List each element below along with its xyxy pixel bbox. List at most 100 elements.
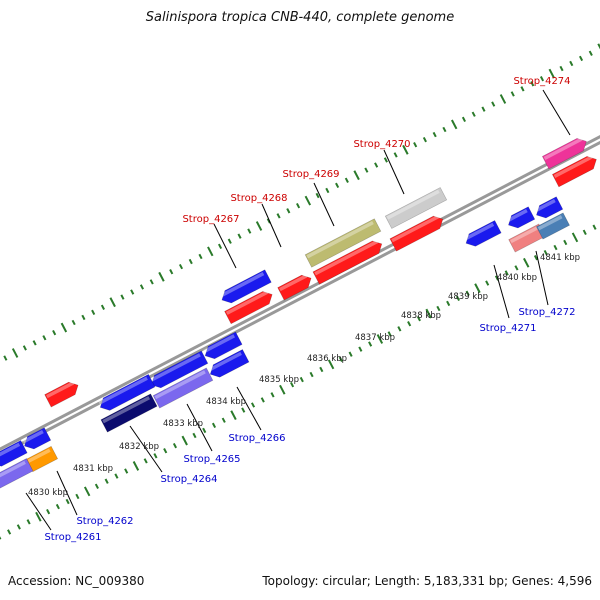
cds-reverse — [0, 440, 28, 467]
track-tick — [481, 106, 486, 112]
track-tick — [169, 269, 174, 275]
track-tick — [211, 422, 217, 429]
scale-label: 4830 kbp — [28, 488, 68, 498]
track-tick — [491, 101, 496, 107]
track-tick — [207, 246, 214, 257]
track-tick — [533, 255, 539, 261]
track-tick — [319, 366, 324, 373]
track-tick — [130, 289, 135, 295]
cds-forward-group — [224, 290, 273, 325]
track-tick — [221, 417, 226, 423]
track-tick — [422, 136, 427, 143]
label-callout — [313, 182, 335, 227]
feature-strop4270-group — [384, 187, 448, 229]
track-tick — [304, 195, 312, 206]
track-tick — [582, 229, 587, 235]
track-tick — [344, 177, 349, 183]
track-tick — [309, 371, 314, 378]
feature-strop4265 — [152, 367, 214, 409]
track-tick — [425, 308, 432, 319]
track-tick — [83, 486, 91, 497]
track-tick — [474, 283, 481, 294]
track-tick — [71, 319, 76, 326]
cds-reverse — [209, 349, 250, 378]
scale-label: 4839 kbp — [448, 292, 488, 302]
feature-strop4269-shine — [306, 221, 374, 259]
track-tick — [335, 182, 340, 189]
map-title: Salinispora tropica CNB-440, complete ge… — [145, 10, 455, 25]
cds-forward — [224, 291, 273, 325]
track-tick — [348, 351, 353, 357]
track-tick — [124, 468, 129, 474]
track-tick — [158, 271, 165, 282]
feature-strop4265-group — [152, 367, 214, 409]
track-tick — [296, 203, 301, 209]
feature-strop4264-shine — [102, 396, 151, 424]
feature-strop4274-group — [541, 137, 587, 170]
track-tick — [188, 258, 193, 265]
track-tick — [559, 65, 564, 72]
track-tick — [276, 213, 281, 219]
gene-label-strop_4267: Strop_4267 — [182, 214, 239, 225]
cds-reverse-shine — [506, 209, 528, 223]
track-tick — [132, 461, 140, 471]
cds-forward — [44, 381, 79, 408]
cds-reverse-shine — [22, 430, 44, 444]
track-tick — [578, 55, 584, 62]
track-tick — [237, 233, 242, 239]
cds-forward-group — [312, 239, 383, 285]
gene-label-strop_4264: Strop_4264 — [160, 474, 217, 485]
track-tick — [217, 243, 223, 249]
track-tick — [22, 345, 27, 351]
cds-reverse-group — [208, 349, 250, 378]
cds-reverse-group — [98, 373, 156, 411]
track-tick — [16, 524, 21, 530]
cds-reverse — [536, 196, 564, 219]
track-tick — [442, 126, 447, 133]
track-tick — [266, 218, 271, 224]
track-tick — [597, 43, 600, 50]
feature-strop4272-shine — [510, 226, 539, 244]
track-tick — [81, 314, 86, 321]
track-tick — [315, 192, 320, 199]
cds-reverse-shine — [203, 334, 236, 354]
gene-label-strop_4274: Strop_4274 — [513, 76, 570, 87]
cds-reverse-group — [506, 206, 536, 229]
backbone-line — [0, 140, 600, 457]
gene-label-strop_4266: Strop_4266 — [228, 433, 285, 444]
track-tick — [455, 295, 460, 302]
track-tick — [198, 253, 203, 260]
track-tick — [530, 81, 535, 87]
track-tick — [192, 432, 197, 439]
cds-forward — [389, 215, 444, 252]
track-tick — [290, 382, 295, 388]
track-tick — [393, 152, 398, 158]
track-tick — [325, 187, 330, 194]
cds-forward — [277, 274, 312, 301]
track-tick — [143, 458, 148, 464]
cds-forward — [551, 156, 597, 188]
cds-forward-shine — [391, 215, 440, 243]
scale-label: 4841 kbp — [540, 253, 580, 263]
track-tick — [52, 329, 57, 336]
cds-reverse — [24, 427, 52, 450]
cds-reverse-group — [464, 220, 502, 247]
scale-label: 4836 kbp — [307, 354, 347, 364]
track-tick — [260, 397, 265, 403]
cds-reverse-shine — [98, 376, 148, 405]
track-tick — [539, 76, 545, 82]
gene-label-strop_4270: Strop_4270 — [353, 139, 410, 150]
track-tick — [353, 170, 360, 181]
track-tick — [3, 355, 8, 361]
track-tick — [230, 410, 237, 421]
track-tick — [35, 511, 42, 522]
track-tick — [563, 239, 568, 246]
track-tick — [338, 356, 343, 362]
track-tick — [397, 326, 402, 332]
track-tick — [181, 435, 188, 446]
track-tick — [450, 119, 458, 130]
track-tick — [153, 453, 158, 459]
track-tick — [42, 335, 47, 341]
cds-reverse — [204, 331, 243, 360]
